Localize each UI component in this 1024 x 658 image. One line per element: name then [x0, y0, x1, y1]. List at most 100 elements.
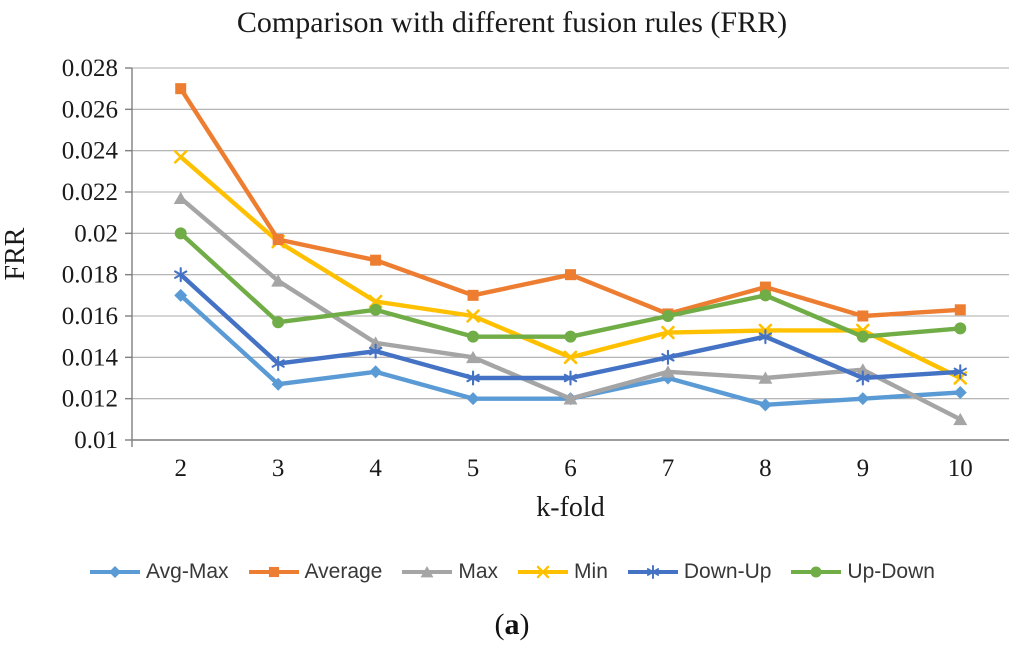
- legend-item-Avg-Max: Avg-Max: [89, 560, 229, 584]
- y-tick-label: 0.018: [62, 262, 118, 289]
- y-tick-label: 0.026: [62, 96, 118, 123]
- caption-letter: a: [504, 608, 520, 641]
- y-axis-title: FRR: [0, 227, 31, 280]
- legend-swatch-Average: [248, 566, 299, 578]
- series-line-Up-Down: [179, 231, 961, 339]
- series-Average: [175, 83, 966, 322]
- circle-marker: [810, 566, 822, 578]
- square-marker: [370, 254, 382, 266]
- circle-marker: [856, 330, 869, 343]
- legend-label-Down-Up: Down-Up: [683, 560, 772, 583]
- circle-marker: [759, 289, 772, 302]
- circle-marker: [272, 316, 285, 329]
- legend-label-Max: Max: [458, 560, 499, 583]
- y-tick-label: 0.012: [62, 386, 118, 413]
- diamond-marker: [271, 377, 285, 391]
- square-marker: [954, 304, 966, 316]
- y-tick-label: 0.028: [62, 55, 118, 82]
- x-marker: [661, 325, 675, 340]
- x-tick-label: 6: [564, 455, 577, 482]
- asterisk-marker: [563, 370, 578, 386]
- triangle-marker: [173, 191, 188, 204]
- legend-label-Average: Average: [304, 560, 383, 583]
- legend-swatch-Max: [402, 566, 453, 578]
- series-Down-Up: [174, 267, 967, 386]
- legend-item-Max: Max: [401, 560, 498, 584]
- circle-marker: [564, 330, 577, 343]
- subfigure-caption: (a): [0, 608, 1024, 642]
- triangle-marker: [563, 392, 578, 405]
- series-Min: [173, 150, 968, 385]
- x-marker: [563, 350, 578, 365]
- triangle-marker: [855, 363, 870, 376]
- y-tick-label: 0.022: [62, 179, 118, 206]
- y-tick-label: 0.024: [62, 138, 119, 165]
- diamond-marker: [466, 392, 480, 406]
- caption-paren-open: (: [494, 608, 505, 641]
- circle-marker: [174, 227, 187, 240]
- asterisk-marker: [758, 329, 773, 345]
- x-tick-label: 9: [857, 455, 870, 482]
- legend-swatch-Down-Up: [627, 565, 678, 579]
- x-axis-title: k-fold: [536, 492, 604, 523]
- x-tick-label: 3: [272, 455, 285, 482]
- y-tick-label: 0.014: [62, 344, 119, 371]
- triangle-marker: [368, 336, 383, 349]
- x-tick-label: 10: [948, 455, 973, 482]
- triangle-marker: [466, 350, 481, 364]
- asterisk-marker: [646, 565, 660, 579]
- line-chart-plot-area: 0.0280.0260.0240.0220.020.0180.0160.0140…: [0, 55, 1009, 523]
- diamond-marker: [174, 288, 188, 302]
- legend-item-Down-Up: Down-Up: [627, 560, 772, 584]
- legend-swatch-Min: [518, 565, 569, 579]
- diamond-marker: [758, 398, 772, 412]
- triangle-marker: [271, 274, 286, 287]
- y-tick-label: 0.01: [74, 427, 118, 454]
- x-marker: [536, 565, 550, 579]
- diamond-marker: [369, 365, 383, 379]
- triangle-marker: [660, 365, 675, 378]
- asterisk-marker: [466, 370, 480, 386]
- square-marker: [272, 234, 284, 246]
- asterisk-marker: [953, 364, 967, 380]
- square-marker: [565, 269, 576, 281]
- x-tick-label: 4: [369, 455, 382, 482]
- series-Max: [173, 191, 968, 426]
- x-tick-label: 8: [759, 455, 772, 482]
- asterisk-marker: [271, 355, 285, 372]
- x-marker: [173, 150, 188, 164]
- legend-swatch-Up-Down: [791, 566, 842, 578]
- asterisk-marker: [174, 267, 188, 283]
- legend-item-Up-Down: Up-Down: [790, 560, 935, 584]
- diamond-marker: [953, 385, 967, 399]
- y-tick-label: 0.016: [62, 303, 118, 330]
- x-tick-label: 5: [467, 455, 480, 482]
- legend-label-Avg-Max: Avg-Max: [146, 560, 229, 583]
- circle-marker: [661, 310, 674, 322]
- diamond-marker: [109, 566, 122, 578]
- asterisk-marker: [368, 343, 383, 359]
- y-tick-label: 0.02: [74, 220, 118, 247]
- legend-label-Up-Down: Up-Down: [847, 560, 935, 583]
- chart-title: Comparison with different fusion rules (…: [236, 6, 788, 39]
- square-marker: [175, 83, 187, 95]
- square-marker: [857, 310, 869, 322]
- legend-item-Average: Average: [248, 560, 383, 584]
- asterisk-marker: [661, 349, 675, 365]
- square-marker: [759, 281, 771, 293]
- square-marker: [467, 289, 479, 301]
- circle-marker: [954, 322, 967, 335]
- series-line-Min: [179, 155, 962, 380]
- square-marker: [268, 566, 279, 578]
- x-tick-label: 2: [174, 455, 187, 482]
- legend-label-Min: Min: [574, 560, 608, 583]
- circle-marker: [467, 330, 480, 343]
- chart-legend: Avg-Max Average Max Min Down-Up Up-Down: [0, 560, 1024, 584]
- x-tick-label: 7: [662, 455, 675, 482]
- x-marker: [466, 309, 480, 323]
- circle-marker: [369, 303, 382, 316]
- legend-swatch-Avg-Max: [90, 566, 141, 578]
- triangle-marker: [953, 412, 968, 426]
- legend-item-Min: Min: [517, 560, 608, 584]
